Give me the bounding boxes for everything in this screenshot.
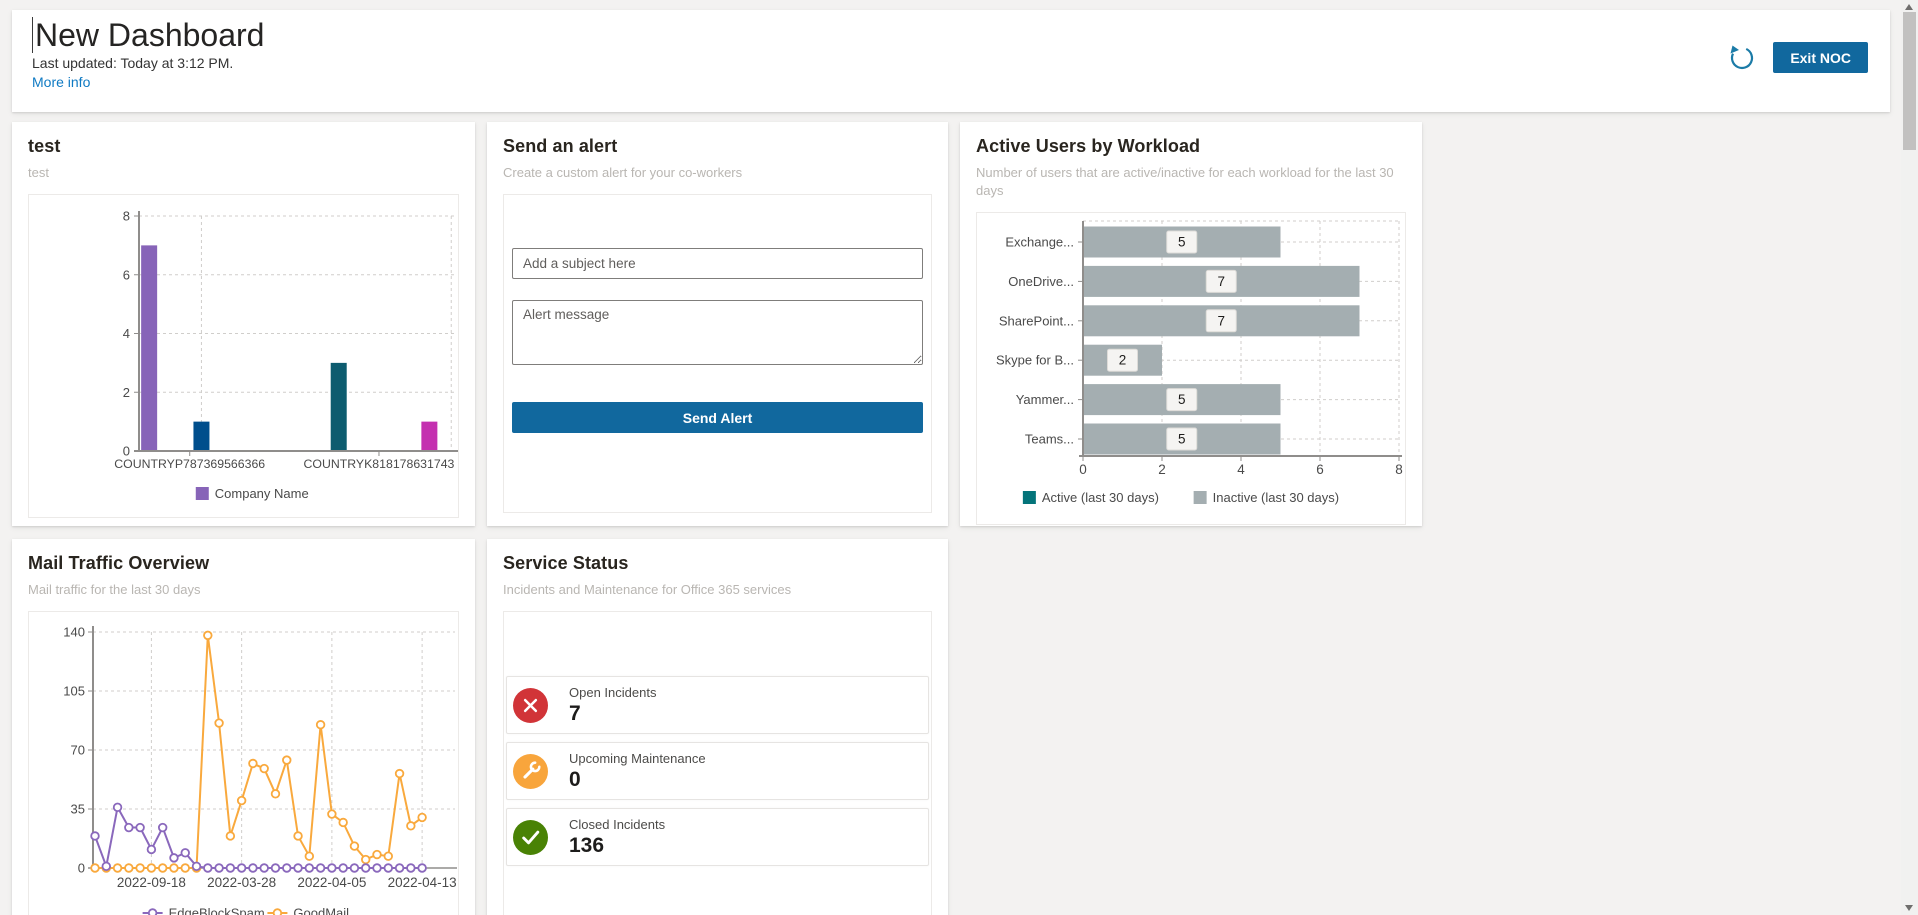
card-mail-traffic: Mail Traffic Overview Mail traffic for t…: [12, 539, 475, 915]
alert-message-textarea[interactable]: [512, 300, 923, 366]
scrollbar-thumb[interactable]: [1903, 12, 1916, 150]
last-updated-text: Last updated: Today at 3:12 PM.: [32, 55, 234, 72]
service-status-subtitle: Incidents and Maintenance for Office 365…: [503, 582, 792, 597]
service-status-title: Service Status: [503, 553, 629, 573]
card-active-users: Active Users by Workload Number of users…: [960, 122, 1422, 526]
svg-text:Company Name: Company Name: [215, 486, 309, 501]
test-chart-container: 0 2 4 6 8 COUNTRYP787369566366 COUNTRYK8181786…: [28, 194, 459, 519]
svg-text:6: 6: [1316, 462, 1324, 477]
open-incidents-row: Open Incidents 7: [506, 676, 929, 735]
svg-text:Inactive (last 30 days): Inactive (last 30 days): [1213, 490, 1339, 505]
active-users-title: Active Users by Workload: [976, 136, 1201, 156]
svg-text:Active (last 30 days): Active (last 30 days): [1042, 490, 1159, 505]
stat-label: Open Incidents: [569, 684, 657, 700]
card-send-alert: Send an alert Create a custom alert for …: [487, 122, 948, 526]
scrollbar-up-arrow[interactable]: [1905, 4, 1913, 10]
svg-text:5: 5: [1178, 235, 1186, 250]
more-info-link[interactable]: More info: [32, 74, 91, 91]
svg-text:35: 35: [71, 802, 85, 817]
send-alert-subtitle: Create a custom alert for your co-worker…: [503, 165, 743, 180]
success-icon: [513, 819, 548, 855]
svg-text:Skype for B...: Skype for B...: [996, 353, 1074, 368]
mail-traffic-chart-container: 0 35 70 105 140 2022-09-18 2022-03-28 2022-04-0…: [28, 611, 459, 915]
exit-noc-button[interactable]: Exit NOC: [1773, 42, 1868, 73]
page-title[interactable]: New Dashboard: [35, 16, 264, 54]
svg-text:COUNTRYP787369566366: COUNTRYP787369566366: [114, 457, 265, 471]
svg-text:140: 140: [63, 625, 85, 640]
active-users-chart-container: 5 Exchange... 7 OneDrive... 7 SharePoint... 2 S…: [976, 212, 1406, 526]
send-alert-panel: Send Alert: [503, 194, 932, 514]
svg-text:Exchange...: Exchange...: [1005, 235, 1074, 250]
card-test-title: test: [28, 136, 61, 156]
card-test: test test 0 2 4 6 8 COUNTRYP787369566366 COUNT…: [12, 122, 475, 526]
svg-text:COUNTRYK818178631743: COUNTRYK818178631743: [304, 457, 455, 471]
refresh-icon[interactable]: [1727, 43, 1757, 73]
svg-text:105: 105: [63, 684, 85, 699]
test-bar-chart: 0 2 4 6 8 COUNTRYP787369566366 COUNTRYK8181786…: [114, 209, 458, 501]
svg-text:OneDrive...: OneDrive...: [1008, 274, 1074, 289]
svg-text:2022-04-13: 2022-04-13: [388, 875, 457, 890]
vertical-scrollbar[interactable]: [1901, 0, 1918, 915]
svg-text:Teams...: Teams...: [1025, 432, 1074, 447]
card-service-status: Service Status Incidents and Maintenance…: [487, 539, 948, 915]
scrollbar-down-arrow[interactable]: [1905, 905, 1913, 911]
stat-label: Upcoming Maintenance: [569, 750, 706, 766]
maintenance-icon: [513, 753, 548, 789]
svg-text:2022-04-05: 2022-04-05: [297, 875, 366, 890]
svg-text:GoodMail: GoodMail: [293, 906, 349, 915]
card-test-subtitle: test: [28, 165, 49, 180]
svg-text:4: 4: [1237, 462, 1245, 477]
send-alert-button[interactable]: Send Alert: [512, 402, 923, 434]
mail-traffic-subtitle: Mail traffic for the last 30 days: [28, 582, 201, 597]
svg-text:7: 7: [1217, 274, 1225, 289]
stat-value: 136: [569, 833, 605, 857]
svg-text:8: 8: [1395, 462, 1403, 477]
mail-traffic-title: Mail Traffic Overview: [28, 553, 210, 573]
dashboard-header: New Dashboard Last updated: Today at 3:1…: [12, 10, 1890, 112]
svg-text:0: 0: [1079, 462, 1087, 477]
error-icon: [513, 687, 548, 723]
svg-text:8: 8: [123, 209, 130, 224]
svg-text:2022-09-18: 2022-09-18: [117, 875, 186, 890]
svg-text:7: 7: [1217, 314, 1225, 329]
header-actions: Exit NOC: [1727, 42, 1868, 73]
active-users-subtitle: Number of users that are active/inactive…: [976, 165, 1394, 199]
stat-value: 0: [569, 767, 581, 791]
svg-text:2: 2: [1158, 462, 1166, 477]
send-alert-title: Send an alert: [503, 136, 618, 156]
upcoming-maintenance-row: Upcoming Maintenance 0: [506, 742, 929, 801]
mail-traffic-chart: 0 35 70 105 140 2022-09-18 2022-03-28 2022-04-0…: [63, 625, 457, 915]
svg-text:2: 2: [1119, 353, 1127, 368]
svg-text:6: 6: [123, 267, 130, 282]
svg-text:5: 5: [1178, 432, 1186, 447]
service-status-panel: Open Incidents 7 Upcoming Maintenance 0: [503, 611, 932, 915]
svg-text:0: 0: [78, 861, 85, 876]
page-title-text: New Dashboard: [35, 17, 265, 53]
svg-text:5: 5: [1178, 392, 1186, 407]
stat-value: 7: [569, 701, 581, 725]
svg-text:0: 0: [123, 444, 130, 459]
svg-text:4: 4: [123, 326, 130, 341]
svg-text:2: 2: [123, 385, 130, 400]
svg-text:SharePoint...: SharePoint...: [999, 314, 1074, 329]
alert-subject-input[interactable]: [512, 248, 923, 280]
svg-text:70: 70: [71, 743, 85, 758]
stat-label: Closed Incidents: [569, 816, 666, 832]
active-users-chart: 5 Exchange... 7 OneDrive... 7 SharePoint... 2 S…: [996, 220, 1403, 505]
text-caret: [32, 17, 33, 54]
svg-text:EdgeBlockSpam: EdgeBlockSpam: [169, 906, 265, 915]
svg-text:2022-03-28: 2022-03-28: [207, 875, 276, 890]
svg-text:Yammer...: Yammer...: [1016, 392, 1074, 407]
closed-incidents-row: Closed Incidents 136: [506, 808, 929, 867]
